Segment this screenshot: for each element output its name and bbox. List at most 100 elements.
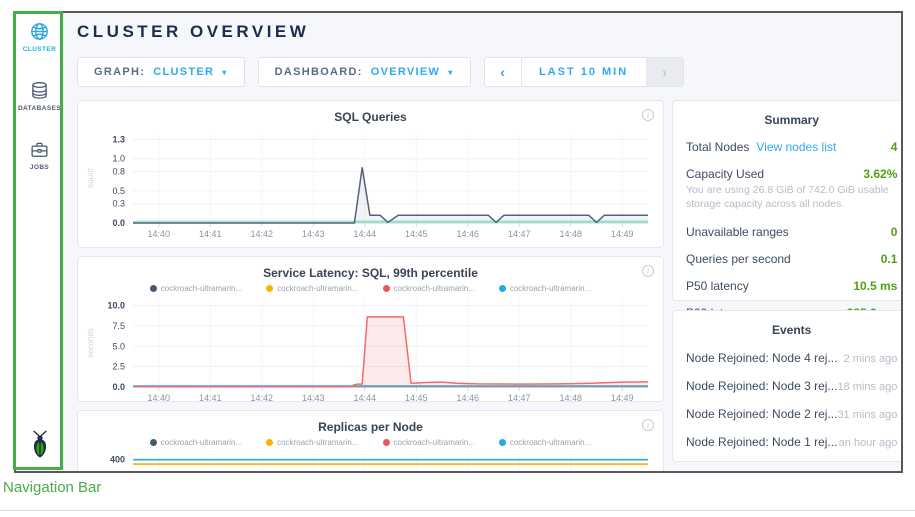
legend-item[interactable]: cockroach-ultramarin... <box>149 284 242 293</box>
svg-text:14:49: 14:49 <box>611 229 634 239</box>
svg-text:0.0: 0.0 <box>112 382 125 392</box>
svg-text:14:47: 14:47 <box>508 393 531 403</box>
events-title: Events <box>772 323 812 337</box>
service-latency-plot[interactable]: 14:40 14:41 14:42 14:43 14:44 14:45 14:46 14:47… <box>78 295 663 410</box>
legend-item[interactable]: cockroach-ultramarin... <box>266 284 359 293</box>
svg-text:0.8: 0.8 <box>112 167 125 177</box>
sidebar-item-cluster[interactable]: CLUSTER <box>23 22 57 53</box>
sql-queries-plot[interactable]: 14:40 14:41 14:42 14:43 14:44 14:45 14:46 14:47… <box>78 129 663 246</box>
event-row[interactable]: Node Rejoined: Node 3 rej... 18 mins ago <box>673 379 901 393</box>
svg-text:14:48: 14:48 <box>560 229 583 239</box>
service-latency-chart-card: Service Latency: SQL, 99th percentile i … <box>77 256 664 403</box>
replicas-per-node-plot[interactable]: 14:4014:4114:4214:4314:4414:4514:4614:47… <box>78 449 663 471</box>
svg-text:14:44: 14:44 <box>354 393 377 403</box>
svg-text:14:49: 14:49 <box>611 393 634 403</box>
summary-row-p50-latency: P50 latency 10.5 ms <box>673 279 901 293</box>
content-row: SQL Queries i 14:40 14:41 14:42 14:43 14:44 1… <box>77 100 901 471</box>
graph-dropdown[interactable]: GRAPH: CLUSTER ▾ <box>77 57 245 87</box>
page-title: CLUSTER OVERVIEW <box>77 22 310 41</box>
svg-text:10.0: 10.0 <box>107 301 125 311</box>
bottom-divider <box>0 510 915 511</box>
chart-title: Service Latency: SQL, 99th percentile <box>263 266 478 280</box>
sidebar-item-label: CLUSTER <box>22 46 57 53</box>
briefcase-icon <box>31 142 48 157</box>
summary-row-queries-per-second: Queries per second 0.1 <box>673 252 901 266</box>
cockroachdb-logo[interactable] <box>28 430 52 463</box>
summary-label: Queries per second <box>686 251 791 266</box>
svg-text:14:42: 14:42 <box>251 229 274 239</box>
time-range-label[interactable]: LAST 10 MIN <box>520 58 647 86</box>
summary-label: Total Nodes <box>686 140 750 154</box>
dashboard-dropdown-value: OVERVIEW <box>370 66 441 78</box>
legend-item[interactable]: cockroach-ultramarin... <box>498 284 591 293</box>
event-time: 18 mins ago <box>837 381 898 393</box>
summary-value: 0 <box>890 224 898 239</box>
summary-panel: Summary Total Nodes View nodes list 4 Ca… <box>672 100 901 320</box>
globe-icon <box>31 23 48 40</box>
svg-text:0.0: 0.0 <box>112 218 125 228</box>
sidebar-item-label: DATABASES <box>17 105 62 112</box>
legend-item[interactable]: cockroach-ultramarin... <box>498 438 591 447</box>
event-row[interactable]: Node Rejoined: Node 4 rej... 2 mins ago <box>673 351 901 365</box>
summary-row-total-nodes: Total Nodes View nodes list 4 <box>673 140 901 154</box>
event-text: Node Rejoined: Node 2 rej... <box>686 407 838 421</box>
svg-text:count: count <box>86 167 95 187</box>
summary-label: Capacity Used <box>686 167 765 181</box>
events-panel: Events Node Rejoined: Node 4 rej... 2 mi… <box>672 310 901 462</box>
navigation-sidebar: CLUSTER DATABASES JOBS <box>16 13 64 471</box>
legend-dot-icon <box>498 439 506 446</box>
graph-dropdown-value: CLUSTER <box>153 66 215 78</box>
replicas-per-node-chart-card: Replicas per Node i cockroach-ultramarin… <box>77 410 664 471</box>
dashboard-dropdown-label: DASHBOARD: <box>274 66 363 78</box>
legend-dot-icon <box>266 439 274 446</box>
sql-queries-chart-card: SQL Queries i 14:40 14:41 14:42 14:43 14:44 1… <box>77 100 664 248</box>
navigation-bar-annotation-label: Navigation Bar <box>3 479 102 496</box>
legend-item[interactable]: cockroach-ultramarin... <box>382 438 475 447</box>
sidebar-item-databases[interactable]: DATABASES <box>18 81 61 112</box>
chevron-down-icon: ▾ <box>448 67 454 77</box>
sidebar-item-jobs[interactable]: JOBS <box>30 140 49 171</box>
svg-text:5.0: 5.0 <box>112 341 125 351</box>
info-icon[interactable]: i <box>642 109 654 121</box>
legend-dot-icon <box>498 285 506 292</box>
legend-dot-icon <box>149 285 157 292</box>
chevron-down-icon: ▾ <box>222 67 228 77</box>
svg-text:14:48: 14:48 <box>560 393 583 403</box>
view-nodes-list-link[interactable]: View nodes list <box>756 140 837 154</box>
legend-dot-icon <box>382 439 390 446</box>
info-icon[interactable]: i <box>642 265 654 277</box>
svg-text:14:46: 14:46 <box>457 229 480 239</box>
event-row[interactable]: Node Rejoined: Node 1 rej... an hour ago <box>673 435 901 449</box>
chart-title: Replicas per Node <box>318 420 423 434</box>
event-text: Node Rejoined: Node 4 rej... <box>686 351 838 365</box>
legend-item[interactable]: cockroach-ultramarin... <box>266 438 359 447</box>
main-content: CLUSTER OVERVIEW GRAPH: CLUSTER ▾ DASHBO… <box>64 13 901 471</box>
chart-legend: cockroach-ultramarin... cockroach-ultram… <box>78 284 663 293</box>
charts-column: SQL Queries i 14:40 14:41 14:42 14:43 14:44 1… <box>77 100 664 471</box>
time-range-prev-button[interactable]: ‹ <box>500 64 505 80</box>
svg-text:14:40: 14:40 <box>148 393 171 403</box>
event-row[interactable]: Node Rejoined: Node 2 rej... 31 mins ago <box>673 407 901 421</box>
event-time: an hour ago <box>838 437 898 449</box>
summary-row-unavailable-ranges: Unavailable ranges 0 <box>673 225 901 239</box>
svg-text:7.5: 7.5 <box>112 321 125 331</box>
info-icon[interactable]: i <box>642 419 654 431</box>
app-window: CLUSTER DATABASES JOBS <box>14 11 903 473</box>
svg-text:0.3: 0.3 <box>112 199 125 209</box>
legend-item[interactable]: cockroach-ultramarin... <box>149 438 242 447</box>
svg-text:14:42: 14:42 <box>251 393 274 403</box>
summary-label: P50 latency <box>686 278 749 293</box>
time-range-selector: ‹ LAST 10 MIN › <box>483 57 684 87</box>
svg-text:seconds: seconds <box>86 328 95 358</box>
svg-text:14:45: 14:45 <box>405 393 428 403</box>
summary-title: Summary <box>764 113 820 127</box>
legend-item[interactable]: cockroach-ultramarin... <box>382 284 475 293</box>
event-time: 31 mins ago <box>837 409 898 421</box>
svg-text:14:43: 14:43 <box>302 229 325 239</box>
dashboard-dropdown[interactable]: DASHBOARD: OVERVIEW ▾ <box>257 57 471 87</box>
summary-value: 0.1 <box>880 251 898 266</box>
summary-value: 10.5 ms <box>853 278 898 293</box>
svg-text:400: 400 <box>110 455 125 465</box>
summary-value: 3.62% <box>863 167 898 181</box>
capacity-note: You are using 26.8 GiB of 742.0 GiB usab… <box>686 184 889 210</box>
